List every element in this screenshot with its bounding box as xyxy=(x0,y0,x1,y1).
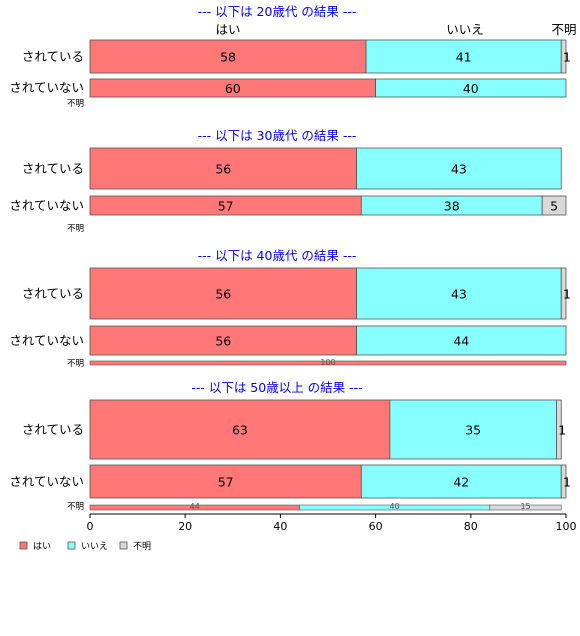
data-label: 35 xyxy=(465,423,481,438)
data-label: 38 xyxy=(444,199,460,214)
data-label: 1 xyxy=(563,50,571,65)
bar-segment xyxy=(89,147,357,190)
data-label: 1 xyxy=(563,287,571,302)
bar-segment xyxy=(89,399,391,460)
data-label: 1 xyxy=(558,423,566,438)
bar-segment xyxy=(89,325,357,356)
row-label: 不明 xyxy=(67,502,84,512)
bar-segment xyxy=(375,78,567,98)
row-label: 不明 xyxy=(67,224,84,234)
panel-title: --- 以下は 40歳代 の結果 --- xyxy=(198,248,357,263)
row-label: されている xyxy=(22,49,84,64)
row-label: されている xyxy=(22,161,84,176)
data-label: 58 xyxy=(220,50,236,65)
bar-segment xyxy=(556,399,562,460)
bar-segment xyxy=(356,267,562,320)
bar-segment xyxy=(89,39,367,74)
x-tick-label: 80 xyxy=(464,520,478,533)
series-top-label: はい xyxy=(215,22,240,37)
panel-title: --- 以下は 30歳代 の結果 --- xyxy=(198,128,357,143)
data-label: 40 xyxy=(463,81,479,96)
legend-swatch xyxy=(67,541,76,550)
data-label: 43 xyxy=(451,162,467,177)
bar-segment xyxy=(89,464,362,499)
data-label: 40 xyxy=(390,502,400,511)
legend-swatch xyxy=(119,541,128,550)
row-label: されていない xyxy=(9,198,84,213)
panel-title: --- 以下は 50歳以上 の結果 --- xyxy=(191,380,362,395)
bar-segment xyxy=(489,504,562,511)
data-label: 56 xyxy=(215,287,231,302)
legend-label: はい xyxy=(33,541,51,552)
bar-segment xyxy=(89,267,357,320)
data-label: 15 xyxy=(520,502,530,511)
series-top-label: いいえ xyxy=(446,22,484,37)
data-label: 41 xyxy=(456,50,472,65)
data-label: 57 xyxy=(218,475,234,490)
row-label: されていない xyxy=(9,333,84,348)
legend-label: いいえ xyxy=(81,541,108,552)
data-label: 1 xyxy=(563,475,571,490)
row-label: されている xyxy=(22,422,84,437)
row-label: されていない xyxy=(9,80,84,95)
bar-segment xyxy=(356,325,567,356)
x-tick-label: 60 xyxy=(369,520,383,533)
data-label: 5 xyxy=(550,199,558,214)
bar-segment xyxy=(389,399,557,460)
data-label: 44 xyxy=(190,502,200,511)
data-label: 57 xyxy=(218,199,234,214)
bar-segment xyxy=(89,360,567,366)
legend-swatch xyxy=(19,541,28,550)
bar-segment xyxy=(560,267,567,320)
data-label: 60 xyxy=(225,81,241,96)
data-label: 56 xyxy=(215,334,231,349)
data-label: 43 xyxy=(451,287,467,302)
bar-segment xyxy=(541,195,567,216)
row-label: 不明 xyxy=(67,99,84,109)
x-tick-label: 20 xyxy=(178,520,192,533)
data-label: 42 xyxy=(453,475,469,490)
x-tick-label: 0 xyxy=(87,520,94,533)
data-label: 100 xyxy=(320,358,335,367)
bar-segment xyxy=(560,39,567,74)
data-label: 44 xyxy=(453,334,469,349)
x-tick-label: 100 xyxy=(556,520,577,533)
bar-segment xyxy=(560,464,567,499)
data-label: 63 xyxy=(232,423,248,438)
bar-segment xyxy=(360,464,562,499)
row-label: されていない xyxy=(9,474,84,489)
series-top-label: 不明 xyxy=(551,22,576,37)
bar-segment xyxy=(365,39,562,74)
bar-segment xyxy=(356,147,562,190)
legend-label: 不明 xyxy=(133,541,151,552)
data-label: 56 xyxy=(215,162,231,177)
row-label: 不明 xyxy=(67,359,84,369)
panel-title: --- 以下は 20歳代 の結果 --- xyxy=(198,4,357,19)
row-label: されている xyxy=(22,286,84,301)
x-tick-label: 40 xyxy=(273,520,287,533)
